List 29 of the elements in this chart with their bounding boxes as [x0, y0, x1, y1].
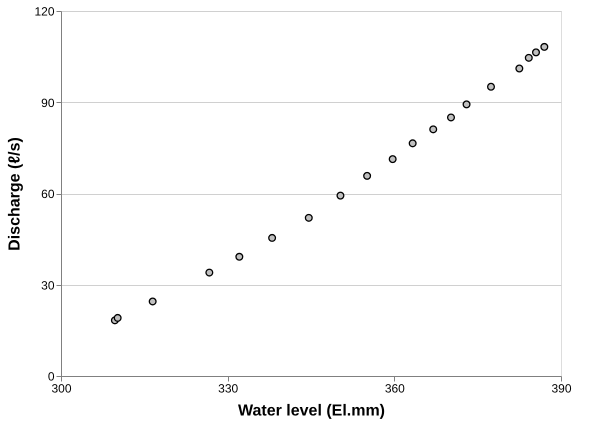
point: [540, 42, 548, 51]
x-axis-title: Water level (El.mm): [238, 402, 386, 420]
point: [515, 64, 524, 72]
y-tick-label: 60: [41, 187, 55, 201]
y-tick-label: 90: [41, 96, 55, 110]
x-tick-label: 300: [51, 382, 72, 396]
x-tick-label: 330: [218, 382, 238, 396]
y-tick-label: 0: [48, 370, 55, 384]
point: [388, 155, 397, 164]
point: [114, 314, 122, 322]
point: [532, 48, 540, 56]
point: [148, 297, 157, 306]
point: [235, 252, 244, 261]
point: [268, 234, 276, 242]
y-tick-label: 120: [34, 4, 55, 18]
x-tick-label: 360: [384, 382, 406, 396]
point: [429, 125, 438, 134]
point: [408, 139, 417, 148]
point: [462, 100, 471, 108]
x-tick-label: 390: [551, 382, 572, 396]
point: [304, 214, 313, 222]
y-axis-title: Discharge (ℓ/s): [6, 137, 24, 251]
point: [363, 172, 372, 180]
point: [336, 192, 344, 200]
point: [205, 268, 214, 277]
point: [524, 54, 533, 62]
point: [486, 82, 496, 91]
point: [446, 113, 456, 122]
y-tick-label: 30: [41, 278, 55, 292]
